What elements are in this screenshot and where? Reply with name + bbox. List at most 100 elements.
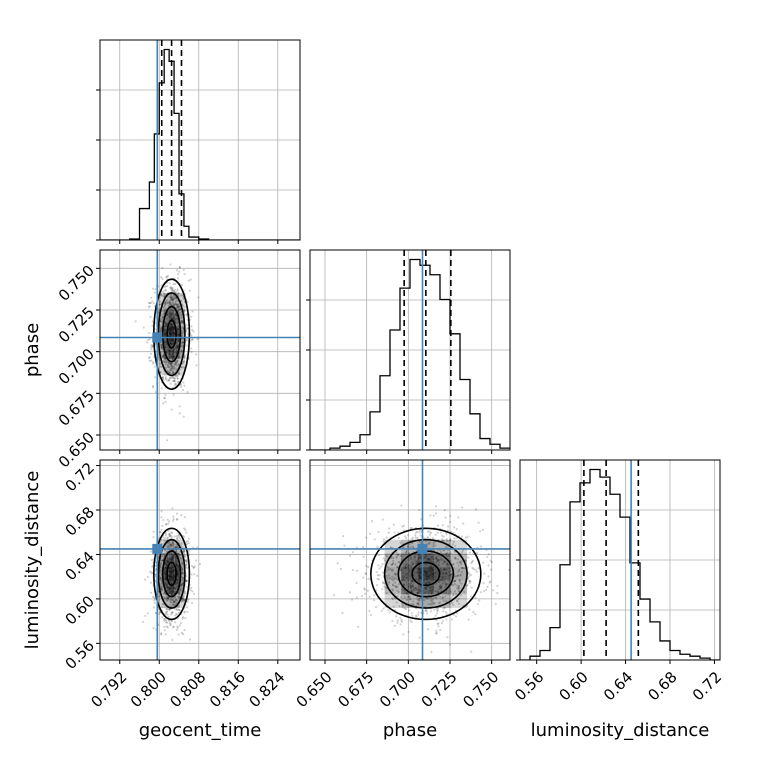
sample-point — [159, 320, 162, 323]
sample-point — [171, 520, 175, 523]
sample-point — [428, 533, 432, 536]
sample-point — [179, 544, 183, 547]
sample-point — [179, 348, 182, 351]
sample-point — [176, 537, 179, 541]
sample-point — [372, 599, 376, 602]
sample-point — [195, 559, 198, 562]
sample-point — [427, 603, 430, 606]
sample-point — [159, 563, 162, 567]
sample-point — [393, 585, 397, 588]
sample-point — [174, 550, 178, 553]
sample-point — [166, 599, 169, 602]
sample-point — [382, 582, 385, 585]
sample-point — [176, 288, 179, 291]
sample-point — [185, 606, 189, 609]
sample-point — [160, 588, 164, 591]
sample-point — [181, 617, 184, 620]
sample-point — [171, 287, 174, 290]
sample-point — [165, 621, 169, 624]
sample-point — [179, 312, 182, 315]
sample-point — [418, 597, 421, 600]
sample-point — [452, 592, 455, 595]
sample-point — [453, 575, 456, 578]
sample-point — [168, 545, 171, 548]
sample-point — [198, 562, 202, 566]
sample-point — [180, 299, 183, 302]
sample-point — [393, 577, 396, 580]
sample-point — [172, 283, 175, 286]
sample-point — [185, 324, 188, 327]
sample-point — [158, 303, 161, 306]
sample-point — [395, 556, 398, 559]
sample-point — [191, 328, 194, 332]
sample-point — [385, 592, 388, 595]
sample-point — [184, 560, 188, 564]
sample-point — [435, 612, 439, 615]
sample-point — [418, 531, 421, 534]
sample-point — [404, 535, 407, 538]
contour-2 — [383, 538, 468, 609]
sample-point — [165, 275, 169, 278]
sample-point — [179, 353, 182, 356]
density-cell — [163, 325, 169, 343]
y-tick-label: 0.60 — [62, 592, 98, 628]
sample-point — [167, 361, 170, 364]
contour-2 — [157, 538, 186, 609]
sample-point — [171, 638, 174, 642]
sample-point — [375, 571, 378, 574]
sample-point — [382, 607, 385, 610]
sample-point — [367, 565, 370, 569]
sample-point — [165, 358, 168, 362]
sample-point — [152, 626, 155, 630]
sample-point — [177, 305, 181, 308]
sample-point — [177, 292, 180, 295]
sample-point — [159, 362, 162, 365]
sample-point — [481, 528, 485, 532]
sample-point — [166, 369, 169, 372]
density-cell — [174, 358, 180, 376]
sample-point — [151, 287, 155, 290]
sample-point — [182, 366, 185, 369]
sample-point — [186, 610, 189, 614]
sample-point — [388, 611, 391, 614]
sample-point — [165, 377, 168, 380]
sample-point — [174, 600, 177, 603]
sample-point — [177, 371, 180, 374]
sample-point — [460, 566, 463, 569]
sample-point — [152, 384, 155, 388]
sample-point — [148, 337, 152, 341]
sample-point — [432, 514, 435, 517]
contour-0 — [411, 561, 441, 587]
sample-point — [428, 530, 431, 533]
sample-point — [172, 600, 176, 603]
sample-point — [172, 600, 175, 603]
sample-point — [180, 583, 184, 587]
sample-point — [404, 551, 407, 554]
sample-point — [463, 590, 466, 593]
sample-point — [174, 384, 177, 387]
sample-point — [391, 583, 395, 586]
sample-point — [438, 601, 442, 604]
sample-point — [181, 598, 184, 602]
sample-point — [180, 338, 184, 341]
sample-point — [166, 518, 169, 521]
sample-point — [167, 529, 170, 532]
sample-point — [454, 557, 457, 561]
sample-point — [191, 590, 194, 593]
sample-point — [392, 605, 395, 608]
sample-point — [468, 581, 471, 585]
sample-point — [169, 364, 173, 367]
sample-point — [165, 595, 169, 598]
sample-point — [173, 601, 177, 604]
sample-point — [176, 375, 179, 378]
sample-point — [424, 609, 427, 613]
sample-point — [182, 360, 185, 363]
sample-point — [180, 317, 183, 320]
sample-point — [181, 294, 184, 297]
sample-point — [169, 304, 172, 307]
sample-point — [468, 608, 471, 611]
sample-point — [387, 608, 390, 612]
sample-point — [402, 633, 405, 636]
sample-point — [161, 290, 165, 293]
sample-point — [168, 533, 171, 536]
